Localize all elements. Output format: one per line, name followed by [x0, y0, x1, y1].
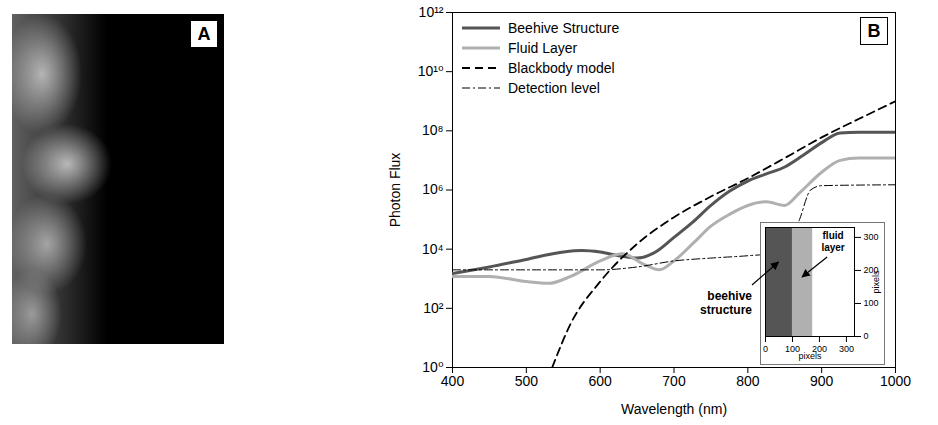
svg-text:600: 600 [588, 373, 612, 389]
svg-text:10¹²: 10¹² [419, 4, 444, 20]
svg-text:100: 100 [864, 298, 879, 308]
svg-text:Blackbody model: Blackbody model [508, 60, 615, 76]
svg-text:fluidlayer: fluidlayer [821, 230, 844, 253]
svg-text:300: 300 [839, 344, 854, 354]
svg-text:1000: 1000 [880, 373, 911, 389]
svg-text:200: 200 [811, 343, 827, 354]
svg-text:10²: 10² [423, 300, 444, 316]
html-text:B: B [867, 21, 881, 41]
svg-text:beehivestructure: beehivestructure [700, 289, 752, 317]
svg-text:300: 300 [864, 232, 879, 242]
svg-text:900: 900 [810, 373, 834, 389]
svg-text:Beehive Structure: Beehive Structure [508, 20, 619, 36]
svg-text:10⁴: 10⁴ [422, 241, 444, 257]
svg-text:700: 700 [662, 373, 686, 389]
svg-text:800: 800 [736, 373, 760, 389]
svg-text:10⁰: 10⁰ [422, 359, 444, 375]
svg-text:pixels: pixels [871, 270, 881, 294]
svg-text:Photon Flux: Photon Flux [387, 153, 403, 228]
html-text:A: A [197, 24, 211, 44]
svg-text:Detection level: Detection level [508, 80, 600, 96]
svg-text:0: 0 [763, 344, 768, 354]
svg-text:pixels: pixels [798, 351, 822, 361]
svg-text:200: 200 [863, 265, 879, 276]
svg-text:10⁸: 10⁸ [422, 122, 444, 138]
svg-text:400: 400 [441, 373, 465, 389]
svg-text:100: 100 [785, 343, 800, 354]
svg-text:Wavelength (nm): Wavelength (nm) [621, 401, 727, 417]
svg-text:500: 500 [515, 373, 539, 389]
svg-text:Fluid Layer: Fluid Layer [508, 40, 578, 56]
svg-text:10¹⁰: 10¹⁰ [418, 63, 444, 79]
svg-text:0: 0 [864, 331, 869, 341]
svg-text:10⁶: 10⁶ [422, 181, 443, 197]
